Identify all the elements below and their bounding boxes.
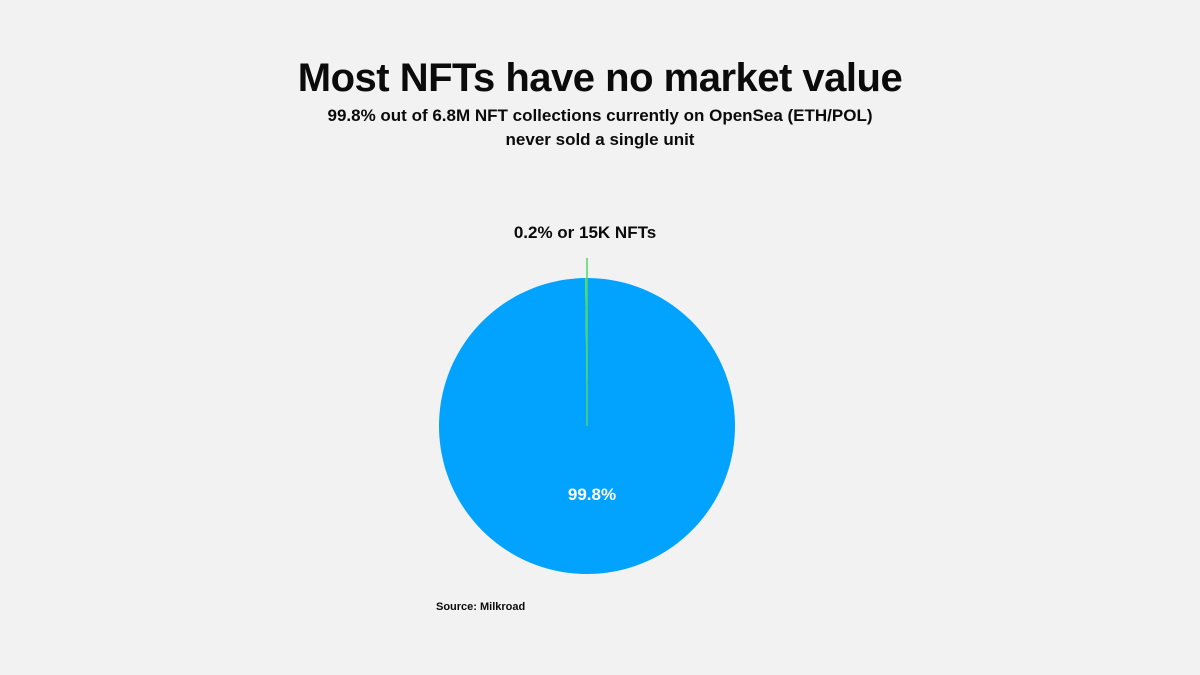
subtitle-line-1: 99.8% out of 6.8M NFT collections curren…	[327, 106, 873, 125]
chart-subtitle: 99.8% out of 6.8M NFT collections curren…	[300, 104, 900, 152]
small-slice-label: 0.2% or 15K NFTs	[513, 223, 657, 242]
subtitle-line-2: never sold a single unit	[505, 130, 695, 149]
large-slice-label: 99.8%	[568, 485, 616, 504]
source-note: Source: Milkroad	[436, 601, 526, 613]
chart-title: Most NFTs have no market value	[297, 56, 903, 100]
